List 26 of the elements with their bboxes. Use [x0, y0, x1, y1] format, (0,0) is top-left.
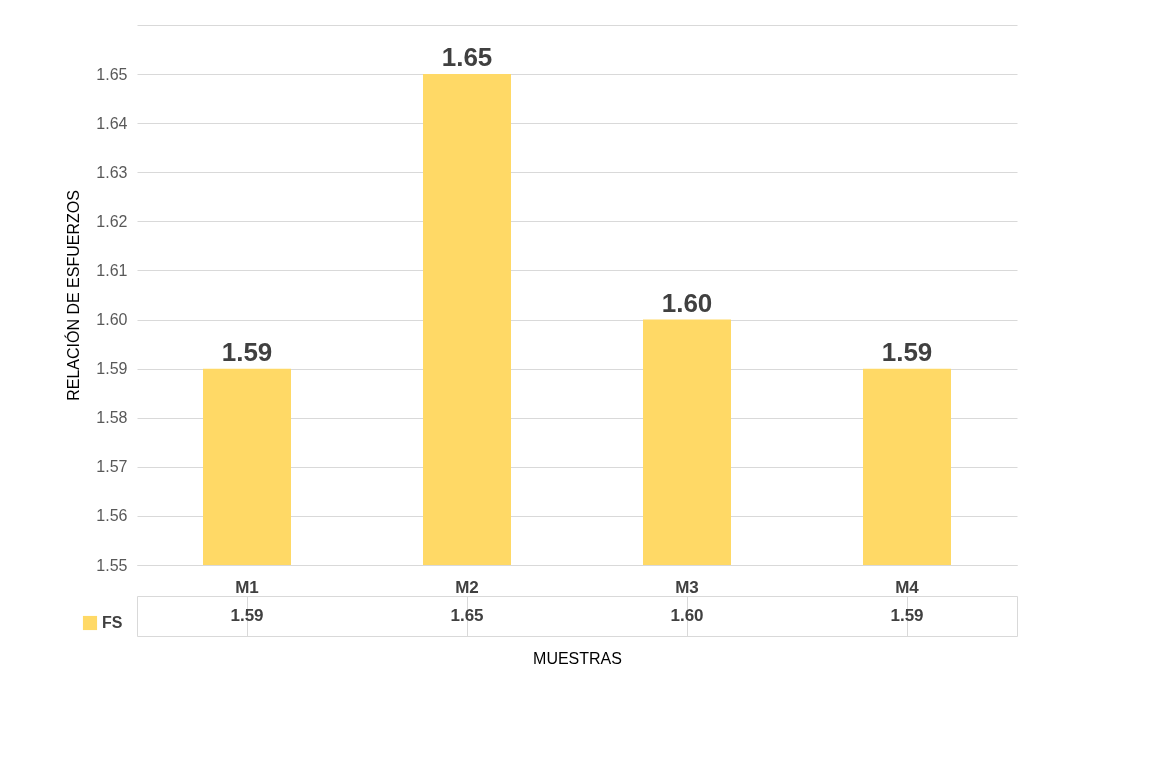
y-axis-title: RELACIÓN DE ESFUERZOS: [64, 190, 83, 401]
y-tick-label: 1.55: [96, 556, 128, 574]
x-axis-title: MUESTRAS: [533, 649, 622, 667]
x-tick-label: M2: [455, 577, 479, 597]
text: 1.59: [881, 336, 933, 367]
data-label: 1.60: [670, 606, 704, 625]
x-tick-label: M4: [895, 577, 920, 597]
y-tick-label: 1.56: [96, 507, 128, 525]
y-tick-label: 1.64: [96, 114, 128, 132]
data-label: 1.59: [230, 606, 264, 625]
text: 1.60: [661, 287, 713, 318]
y-tick-label: 1.62: [96, 212, 128, 230]
y-tick-label: 1.61: [96, 261, 128, 279]
y-tick-label: 1.58: [96, 409, 128, 427]
x-tick-label: M3: [675, 577, 699, 597]
y-tick-label: 1.65: [96, 65, 128, 83]
legend-label: FS: [102, 614, 123, 631]
text: 1.59: [221, 336, 273, 367]
text: 1.65: [441, 42, 493, 73]
y-tick-label: 1.59: [96, 360, 128, 378]
y-tick-label: 1.57: [96, 458, 128, 476]
y-tick-label: 1.63: [96, 163, 128, 181]
data-label: 1.59: [890, 606, 924, 625]
data-label: 1.65: [450, 606, 484, 625]
y-tick-label: 1.60: [96, 311, 128, 329]
x-tick-label: M1: [235, 577, 259, 597]
